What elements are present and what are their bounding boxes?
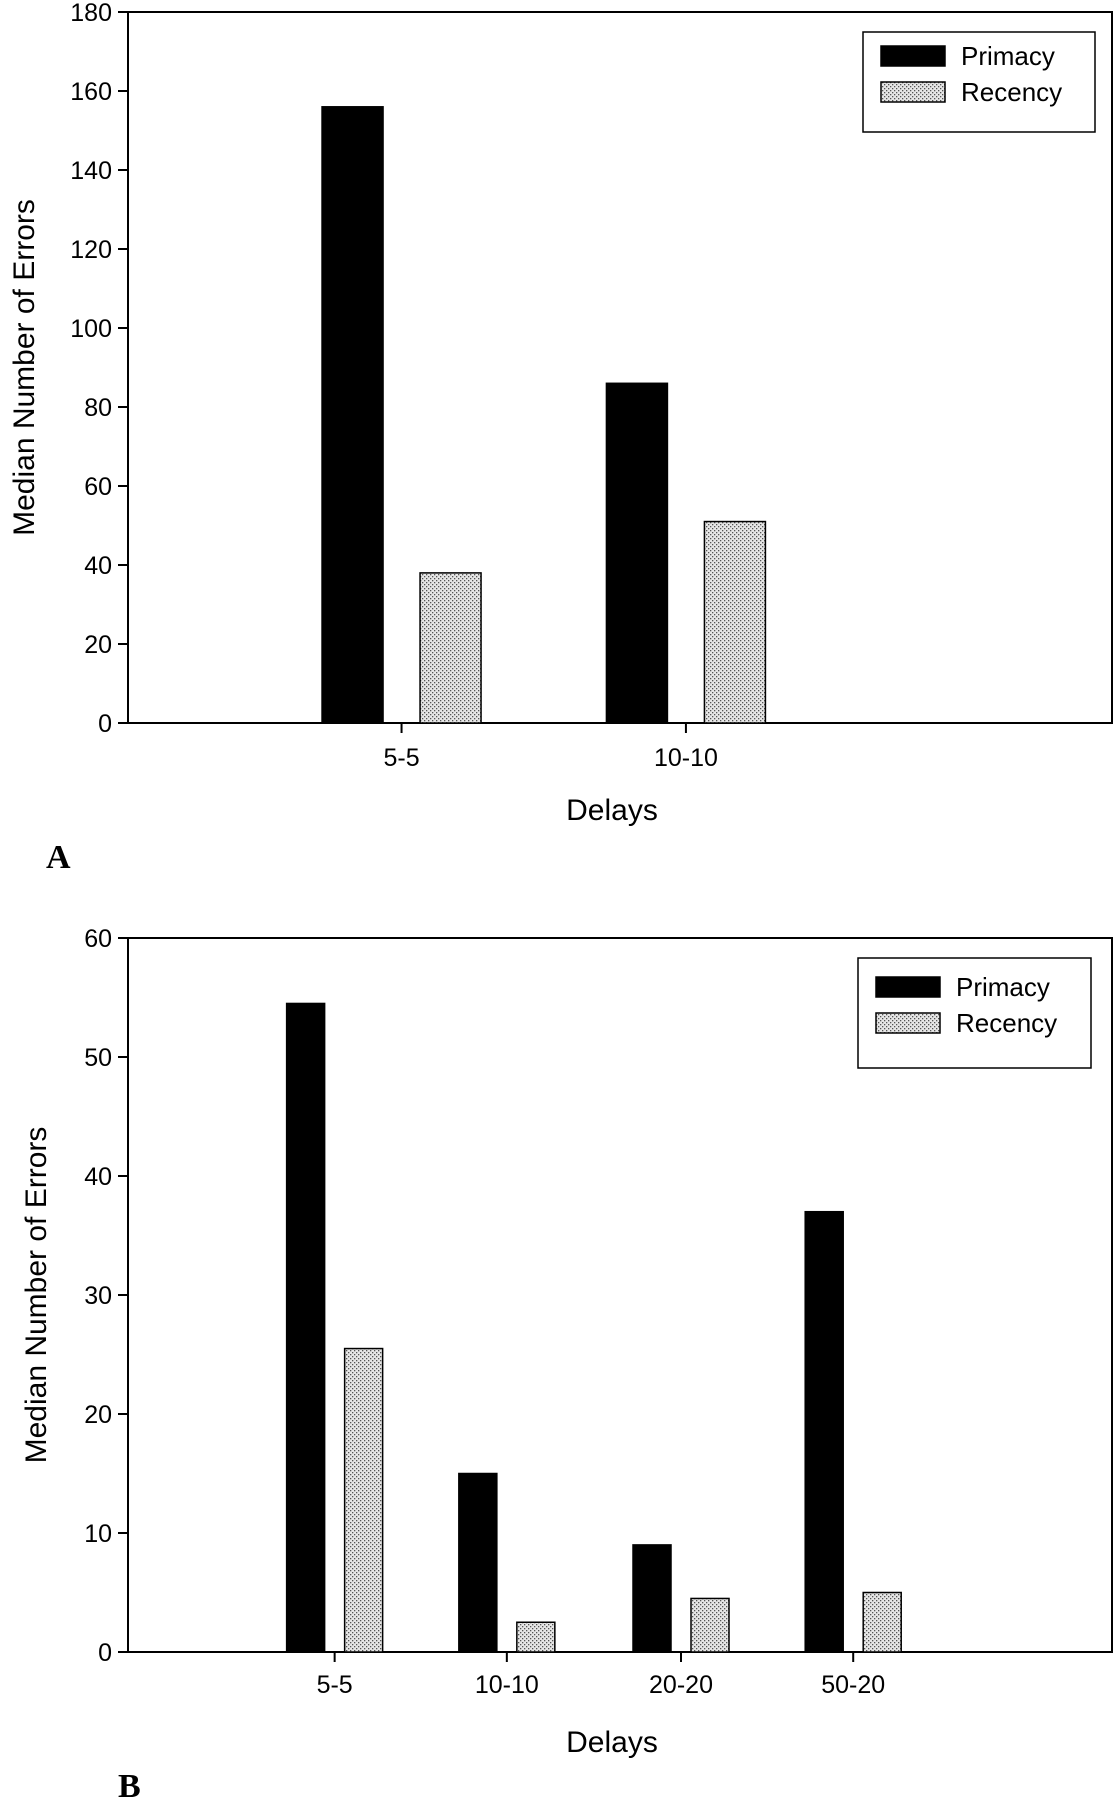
legend-swatch-recency (880, 81, 946, 103)
x-tick-label: 50-20 (821, 1671, 885, 1699)
legend-swatch-primacy (875, 976, 941, 998)
panel-a: 0 20 40 60 80 100 120 140 160 180 5-5 10-10 Delays Me… (8, 0, 1113, 876)
y-tick-label: 40 (84, 552, 112, 580)
x-tick-label: 10-10 (654, 744, 718, 772)
y-tick-label: 30 (84, 1282, 112, 1310)
bar-primacy-10-10 (605, 382, 669, 724)
y-axis-title: Median Number of Errors (20, 1127, 53, 1464)
panel-letter: A (46, 839, 71, 876)
bar-primacy-50-20 (804, 1210, 844, 1653)
panel-letter: B (118, 1768, 141, 1800)
legend-swatch-primacy (880, 45, 946, 67)
bar-recency-5-5 (419, 572, 482, 724)
legend-label-recency: Recency (956, 1008, 1057, 1038)
y-tick-label: 0 (98, 1639, 112, 1667)
bar-recency-50-20 (862, 1591, 902, 1653)
y-tick-label: 160 (70, 78, 112, 106)
y-tick-label: 140 (70, 157, 112, 185)
y-tick-label: 60 (84, 473, 112, 501)
y-tick-label: 10 (84, 1520, 112, 1548)
legend-label-primacy: Primacy (961, 41, 1055, 71)
legend: Primacy Recency (857, 957, 1092, 1069)
bar-recency-10-10 (703, 520, 767, 724)
y-tick-label: 0 (98, 710, 112, 738)
y-tick-label: 20 (84, 1401, 112, 1429)
bar-recency-10-10 (516, 1621, 556, 1653)
x-tick-label: 5-5 (383, 744, 419, 772)
y-tick-label: 50 (84, 1044, 112, 1072)
panel-b: 0 10 20 30 40 50 60 5-5 10-10 20-20 50-20 Delays Med… (20, 925, 1113, 1800)
legend: Primacy Recency (862, 31, 1096, 133)
x-tick-label: 20-20 (649, 1671, 713, 1699)
x-tick-label: 10-10 (475, 1671, 539, 1699)
x-tick-label: 5-5 (317, 1671, 353, 1699)
bar-primacy-5-5 (321, 106, 384, 724)
legend-label-primacy: Primacy (956, 972, 1050, 1002)
x-axis-title: Delays (566, 794, 658, 827)
bar-primacy-20-20 (632, 1544, 672, 1653)
legend-label-recency: Recency (961, 77, 1062, 107)
y-axis-title: Median Number of Errors (8, 199, 41, 536)
bar-primacy-5-5 (285, 1002, 326, 1653)
y-tick-label: 80 (84, 394, 112, 422)
y-tick-label: 20 (84, 631, 112, 659)
y-tick-label: 40 (84, 1163, 112, 1191)
y-tick-label: 120 (70, 236, 112, 264)
y-tick-label: 60 (84, 925, 112, 953)
y-tick-label: 100 (70, 315, 112, 343)
y-tick-label: 180 (70, 0, 112, 27)
legend-swatch-recency (875, 1012, 941, 1034)
bar-recency-20-20 (690, 1597, 730, 1653)
bar-primacy-10-10 (458, 1472, 498, 1653)
bar-recency-5-5 (343, 1347, 384, 1653)
x-axis-title: Delays (566, 1726, 658, 1759)
